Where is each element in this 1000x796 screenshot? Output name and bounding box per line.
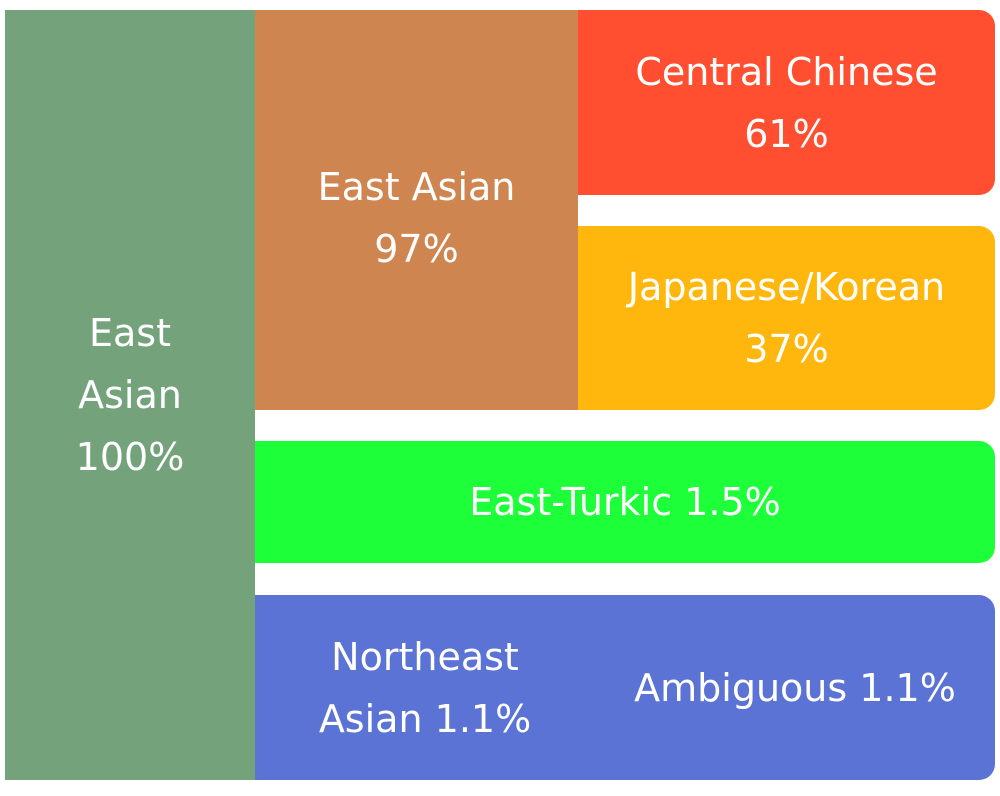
name: Central Chinese bbox=[635, 49, 938, 94]
root-box: East Asian 100% bbox=[5, 10, 255, 780]
group-box: East-Turkic 1.5% bbox=[255, 441, 995, 563]
group-label: East-Turkic 1.5% bbox=[469, 471, 780, 533]
name: East Asian bbox=[78, 311, 182, 417]
child-label: Central Chinese 61% bbox=[635, 41, 937, 165]
group-box: Northeast Asian 1.1% Ambiguous 1.1% bbox=[255, 595, 995, 780]
name: Northeast Asian bbox=[318, 634, 519, 741]
name: East Asian bbox=[317, 165, 516, 209]
child-label: Ambiguous 1.1% bbox=[595, 657, 995, 719]
name: Ambiguous bbox=[634, 665, 848, 710]
name: East-Turkic bbox=[469, 480, 673, 524]
child-label: Japanese/Korean 37% bbox=[628, 256, 945, 380]
share: 100% bbox=[75, 435, 185, 479]
share: 1.1% bbox=[859, 665, 956, 710]
share: 1.5% bbox=[684, 480, 781, 524]
group-box: East Asian 97% bbox=[255, 10, 578, 410]
name: Japanese/Korean bbox=[627, 265, 946, 309]
group-label: East Asian 97% bbox=[318, 156, 516, 280]
share: 61% bbox=[744, 111, 829, 156]
root-label: East Asian 100% bbox=[65, 302, 195, 488]
child-box: Japanese/Korean 37% bbox=[578, 226, 995, 410]
child-box: Central Chinese 61% bbox=[578, 10, 995, 195]
group-label: Northeast Asian 1.1% bbox=[255, 626, 595, 750]
share: 37% bbox=[744, 327, 829, 371]
share: 97% bbox=[374, 227, 459, 271]
share: 1.1% bbox=[434, 696, 532, 741]
